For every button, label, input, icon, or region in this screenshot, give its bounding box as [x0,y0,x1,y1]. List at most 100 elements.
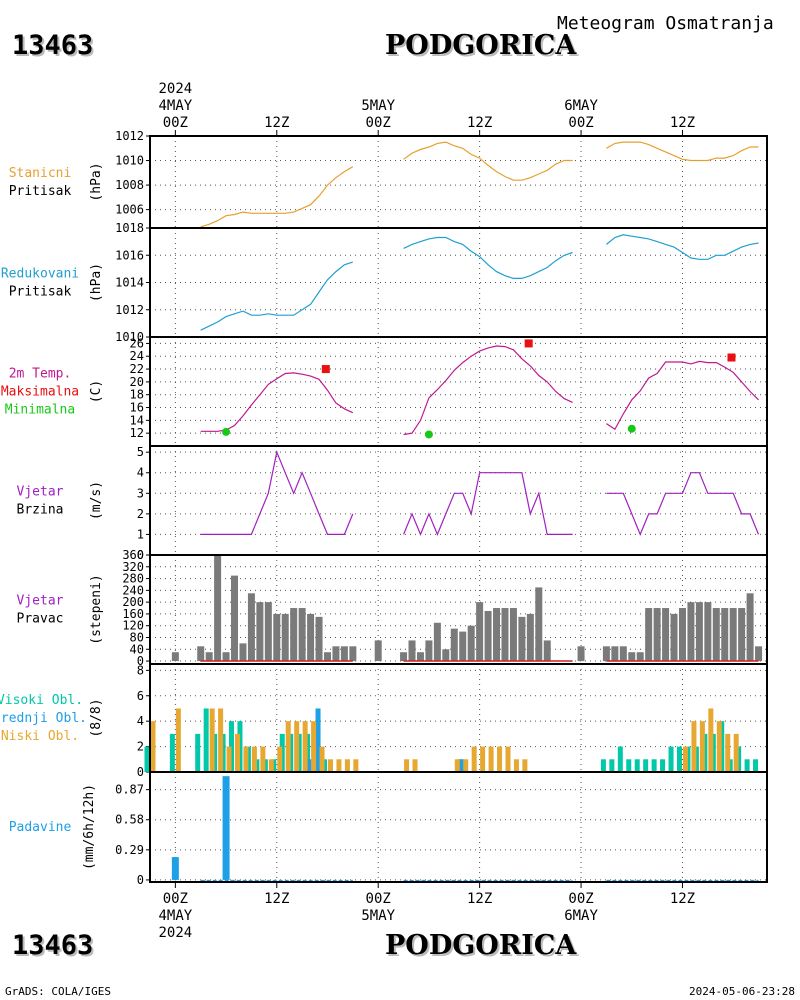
y-tick-label: 0 [137,548,144,562]
cloud-bar [268,759,274,772]
y-tick-label: 1016 [115,248,144,262]
series-line [403,472,573,536]
top-time-label: 12Z [467,115,492,131]
y-tick-label: 120 [122,619,144,633]
cloud-bar [716,721,722,772]
cloud-bar [643,759,649,772]
direction-bar [729,608,737,662]
direction-bar [323,652,331,662]
direction-bar [501,608,509,662]
y-tick-label: 0.58 [115,813,144,827]
direction-bar [476,602,484,662]
y-tick-label: 2 [137,507,144,521]
top-time-label: 00Z [568,115,593,131]
cloud-bar [505,746,511,772]
y-tick-label: 80 [130,630,144,644]
cloud-bar [609,759,615,772]
direction-bar [755,646,763,662]
footer-timestamp: 2024-05-06-23:28 [689,985,795,998]
cloud-bar [708,708,714,772]
bottom-year-label: 2024 [158,925,192,941]
y-tick-label: 2 [137,740,144,754]
bottom-time-label: 00Z [366,891,391,907]
direction-bar [535,587,543,662]
cloud-bar [651,759,657,772]
cloud-bar [471,746,477,772]
y-tick-label: 320 [122,560,144,574]
panel-frame [149,227,768,338]
y-tick-label: 1006 [115,203,144,217]
cloud-bar [235,733,241,772]
y-tick-label: 26 [130,336,144,350]
panel-label: Minimalna [5,403,75,418]
panel-label: Maksimalna [1,385,79,400]
y-axis-label: (C) [89,380,104,403]
panel-label: Brzina [17,503,64,518]
y-tick-label: 3 [137,486,144,500]
y-tick-label: 40 [130,642,144,656]
direction-bar [467,625,475,662]
direction-bar [662,608,670,662]
panel-frame [149,663,768,773]
direction-bar [543,640,551,662]
direction-bar [738,608,746,662]
cloud-bar [404,759,410,772]
y-tick-label: 240 [122,583,144,597]
y-tick-label: 24 [130,349,144,363]
y-axis-label: (hPa) [89,263,104,302]
y-tick-label: 1010 [115,330,144,344]
y-axis-label: (stepeni) [89,574,104,644]
series-line [403,236,573,279]
station-id-top: 13463 [12,30,94,61]
cloud-bar [175,708,181,772]
direction-bar [231,575,239,662]
cloud-bar [480,746,486,772]
direction-bar [264,602,272,662]
y-tick-label: 1008 [115,178,144,192]
direction-bar [459,631,467,662]
direction-bar [518,616,526,662]
y-tick-label: 0.29 [115,843,144,857]
y-tick-label: 200 [122,595,144,609]
maximum-marker [321,365,330,374]
y-tick-label: 12 [130,426,144,440]
cloud-bar [459,759,465,772]
panel-label: Redukovani [1,267,79,282]
y-axis-label: (hPa) [89,162,104,201]
direction-bar [442,649,450,662]
footer-credit: GrADS: COLA/IGES [5,985,111,998]
cloud-bar [600,759,606,772]
cloud-bar [691,721,697,772]
y-axis-label: (m/s) [89,481,104,520]
cloud-bar [277,746,283,772]
direction-bar [222,652,230,662]
cloud-bar [753,759,759,772]
cloud-bar [497,746,503,772]
series-line [200,166,354,228]
maximum-marker [524,339,533,348]
y-tick-label: 0 [137,873,144,887]
y-tick-label: 1012 [115,129,144,143]
direction-bar [307,613,315,662]
minimum-marker [627,424,636,433]
direction-bar [670,613,678,662]
direction-bar [298,608,306,662]
y-tick-label: 8 [137,663,144,677]
cloud-bar [195,733,201,772]
cloud-bar [260,746,266,772]
y-axis-label: (mm/6h/12h) [82,784,97,870]
direction-bar [611,646,619,662]
cloud-bar [725,733,731,772]
direction-bar [678,608,686,662]
direction-bar [349,646,357,662]
direction-bar [416,652,424,662]
direction-bar [290,608,298,662]
bottom-date-label: 6MAY [564,908,598,924]
city-title-bottom: PODGORICA [385,930,577,961]
top-time-label: 00Z [366,115,391,131]
cloud-bar [522,759,528,772]
bottom-time-label: 00Z [568,891,593,907]
minimum-marker [424,430,433,439]
y-tick-label: 14 [130,413,144,427]
